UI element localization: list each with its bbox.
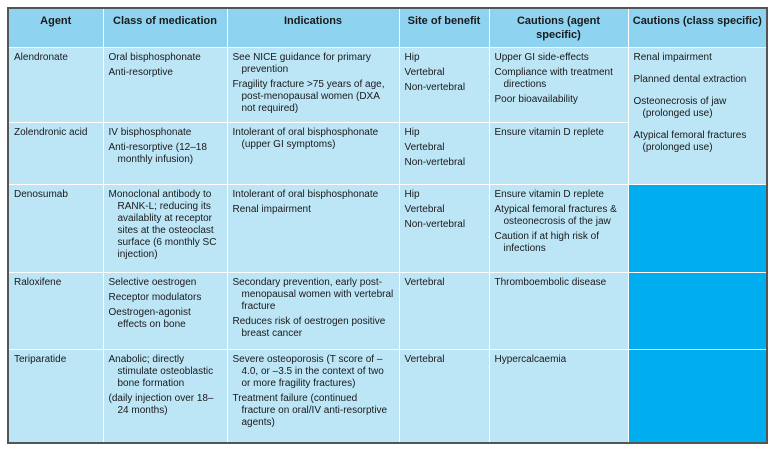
cell: Ensure vitamin D replete (488, 122, 629, 185)
cell-line: Renal impairment (633, 52, 712, 63)
cell: IV bisphosphonate Anti-resorptive (12–18 … (102, 122, 228, 185)
cell-line: Anti-resorptive (12–18 monthly infusion) (108, 142, 207, 165)
cell-line: Planned dental extraction (633, 74, 747, 85)
blank-cell (627, 349, 768, 443)
row: Denosumab Monoclonal antibody to RANK-L; … (7, 184, 768, 273)
cell: Severe osteoporosis (T score of –4.0, or… (226, 349, 400, 443)
row: Zolendronic acid IV bisphosphonate Anti-re… (7, 122, 767, 185)
cell-line: Hip (404, 127, 420, 138)
agent-cell: Denosumab (7, 184, 104, 273)
cell: Hip Vertebral Non-vertebral (398, 47, 490, 123)
row: Teriparatide Anabolic; directly stimulate… (7, 349, 768, 443)
cell: Ensure vitamin D replete Atypical femoral… (488, 184, 629, 273)
agent: Teriparatide (14, 354, 67, 365)
cell-line: Intolerant of oral bisphosphonate (232, 189, 379, 200)
header-cell: Cautions (class specific) (627, 7, 768, 48)
cell: Vertebral (398, 349, 490, 443)
cell: Thromboembolic disease (488, 272, 629, 350)
blank-cell (627, 272, 768, 350)
cell: Renal impairment Planned dental extractio… (627, 47, 768, 185)
cell-line: Oestrogen-agonist effects on bone (108, 307, 191, 330)
cell-line: Non-vertebral (404, 82, 466, 93)
row: Alendronate Oral bisphosphonate Anti-resor… (7, 47, 768, 185)
cell-line: Treatment failure (continued fracture on… (232, 393, 388, 428)
cell-line: Poor bioavailability (494, 94, 578, 105)
cell-line: Reduces risk of oestrogen positive breas… (232, 316, 386, 339)
cell-line: Oral bisphosphonate (108, 52, 201, 63)
agent: Zolendronic acid (14, 127, 88, 138)
cell: Monoclonal antibody to RANK-L; reducing … (102, 184, 228, 273)
cell-line: Intolerant of oral bisphosphonate (upper… (232, 127, 379, 150)
header-cell: Indications (226, 7, 400, 48)
cell-line: See NICE guidance for primary prevention (232, 52, 371, 75)
cell: Oral bisphosphonate Anti-resorptive (102, 47, 228, 123)
agent: Raloxifene (14, 277, 62, 288)
cell: Vertebral (398, 272, 490, 350)
cell: Hip Vertebral Non-vertebral (398, 184, 490, 273)
agent: Alendronate (14, 52, 68, 63)
cell-line: Secondary prevention, early post-menopau… (232, 277, 394, 312)
cell: Hip Vertebral Non-vertebral (398, 122, 490, 185)
agent-cell: Raloxifene (7, 272, 104, 350)
cell-line: Non-vertebral (404, 219, 466, 230)
cell-line: Vertebral (404, 67, 445, 78)
cell: Hypercalcaemia (488, 349, 629, 443)
cell: See NICE guidance for primary prevention… (226, 47, 400, 123)
cell-line: Ensure vitamin D replete (494, 189, 605, 200)
cell-line: IV bisphosphonate (108, 127, 192, 138)
cell-line: Thromboembolic disease (494, 277, 607, 288)
cell-line: Severe osteoporosis (T score of –4.0, or… (232, 354, 384, 389)
header-cell: Site of benefit (398, 7, 490, 48)
cell-line: Osteonecrosis of jaw (prolonged use) (633, 96, 727, 119)
cell-line: (daily injection over 18–24 months) (108, 393, 214, 416)
agent-cell: Zolendronic acid (7, 122, 104, 185)
header-cell: Agent (7, 7, 104, 48)
cell-line: Anabolic; directly stimulate osteoblasti… (108, 354, 214, 389)
cell: Selective oestrogen Receptor modulators Oe… (102, 272, 228, 350)
cell: Secondary prevention, early post-menopau… (226, 272, 400, 350)
cell-line: Hip (404, 52, 420, 63)
cell-line: Caution if at high risk of infections (494, 231, 600, 254)
cell: Upper GI side-effects Compliance with tre… (488, 47, 629, 123)
cell-line: Hypercalcaemia (494, 354, 567, 365)
header-row: Agent Class of medication Indications Site … (7, 7, 768, 48)
cell-line: Upper GI side-effects (494, 52, 589, 63)
cell-line: Receptor modulators (108, 292, 202, 303)
cell: Intolerant of oral bisphosphonate (upper… (226, 122, 400, 185)
cell: Intolerant of oral bisphosphonate Renal i… (226, 184, 400, 273)
agent: Denosumab (14, 189, 68, 200)
cell-line: Compliance with treatment directions (494, 67, 613, 90)
blank-cell (627, 184, 768, 273)
cell-line: Ensure vitamin D replete (494, 127, 605, 138)
agent-cell: Teriparatide (7, 349, 104, 443)
medication-table: Agent Class of medication Indications Site … (7, 7, 768, 444)
cell-line: Vertebral (404, 204, 445, 215)
cell-line: Selective oestrogen (108, 277, 197, 288)
cell-line: Renal impairment (232, 204, 311, 215)
agent-cell: Alendronate (7, 47, 104, 123)
header-cell: Class of medication (102, 7, 228, 48)
cell-line: Atypical femoral fractures & osteonecros… (494, 204, 617, 227)
cell-line: Fragility fracture >75 years of age, pos… (232, 79, 385, 114)
cell-line: Monoclonal antibody to RANK-L; reducing … (108, 189, 217, 260)
header-cell: Cautions (agent specific) (488, 7, 629, 48)
cell-line: Vertebral (404, 142, 445, 153)
cell-line: Vertebral (404, 277, 445, 288)
cell-line: Hip (404, 189, 420, 200)
cell: Anabolic; directly stimulate osteoblasti… (102, 349, 228, 443)
cell-line: Non-vertebral (404, 157, 466, 168)
cell-line: Atypical femoral fractures (prolonged us… (633, 130, 747, 153)
cell-line: Vertebral (404, 354, 445, 365)
row: Raloxifene Selective oestrogen Receptor mo… (7, 272, 768, 350)
cell-line: Anti-resorptive (108, 67, 173, 78)
